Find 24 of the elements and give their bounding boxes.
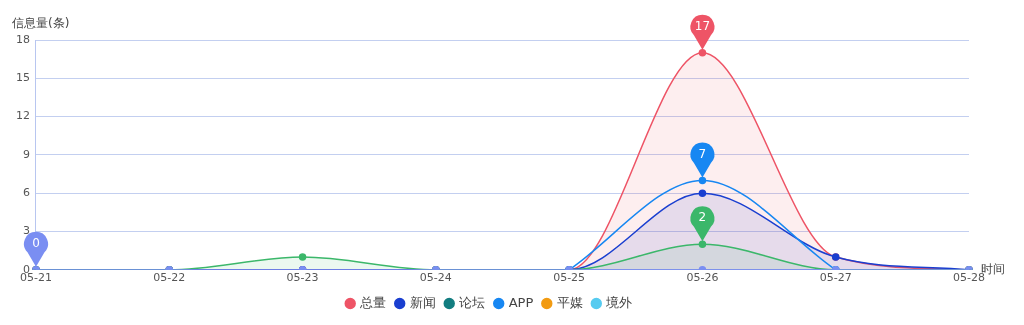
y-tick-label: 6 xyxy=(23,186,30,200)
legend-label: 平媒 xyxy=(556,294,583,310)
legend-label: 论坛 xyxy=(459,294,486,310)
x-tick-label: 05-23 xyxy=(286,271,319,285)
x-tick-label: 05-22 xyxy=(153,271,186,285)
x-axis-title: 时间 xyxy=(981,261,1005,276)
x-tick-label: 05-24 xyxy=(419,271,452,285)
y-tick-label: 12 xyxy=(16,109,30,123)
legend-label: APP xyxy=(508,294,534,310)
y-tick-label: 15 xyxy=(16,71,30,85)
point xyxy=(698,49,707,57)
x-tick-label: 05-26 xyxy=(686,271,719,285)
y-tick-label: 3 xyxy=(23,224,30,238)
data-label: 7 xyxy=(698,146,707,161)
y-tick-label: 9 xyxy=(23,147,30,161)
y-axis-title: 信息量(条) xyxy=(12,16,70,31)
legend-label: 境外 xyxy=(605,294,633,310)
data-label: 17 xyxy=(694,18,711,33)
y-tick-label: 18 xyxy=(16,32,30,46)
x-tick-label: 05-25 xyxy=(553,271,586,285)
legend-label: 总量 xyxy=(359,294,387,310)
point xyxy=(698,176,707,185)
x-tick-label: 05-27 xyxy=(819,271,852,285)
legend-label: 新闻 xyxy=(409,294,436,310)
